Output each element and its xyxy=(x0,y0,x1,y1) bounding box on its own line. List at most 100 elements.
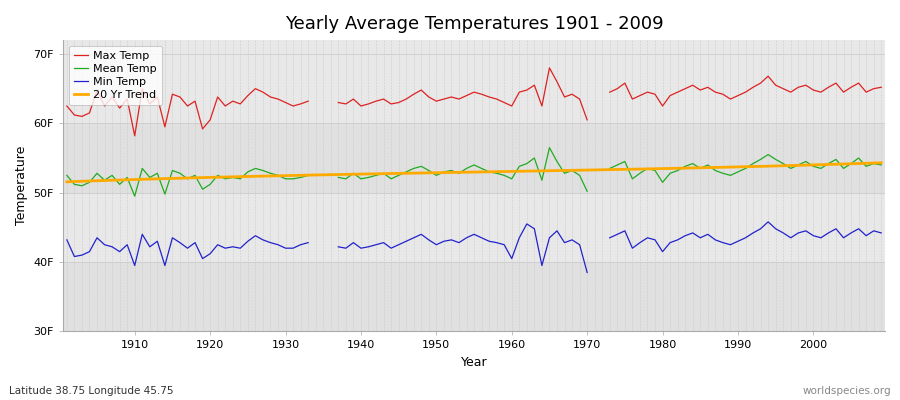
Max Temp xyxy=(280,100,291,105)
Max Temp xyxy=(61,104,72,108)
Mean Temp xyxy=(137,166,148,171)
Min Temp xyxy=(137,232,148,237)
Max Temp xyxy=(220,104,230,108)
Mean Temp xyxy=(76,183,87,188)
Min Temp xyxy=(61,238,72,242)
Min Temp xyxy=(107,244,118,249)
Min Temp xyxy=(220,246,230,250)
Min Temp xyxy=(273,242,284,247)
Min Temp xyxy=(204,251,215,256)
20 Yr Trend xyxy=(876,160,886,165)
Mean Temp xyxy=(235,176,246,181)
Mean Temp xyxy=(61,173,72,178)
Min Temp xyxy=(288,246,299,250)
Max Temp xyxy=(295,102,306,106)
Max Temp xyxy=(99,104,110,108)
Mean Temp xyxy=(152,171,163,176)
Max Temp xyxy=(76,114,87,119)
20 Yr Trend xyxy=(499,169,509,174)
Min Temp xyxy=(265,240,275,245)
Line: Min Temp: Min Temp xyxy=(67,234,308,266)
Mean Temp xyxy=(130,194,140,198)
Mean Temp xyxy=(92,171,103,176)
Mean Temp xyxy=(242,170,253,174)
Mean Temp xyxy=(302,173,313,178)
Bar xyxy=(63,123,885,193)
Max Temp xyxy=(92,88,103,92)
Max Temp xyxy=(122,97,132,102)
Mean Temp xyxy=(99,178,110,183)
20 Yr Trend xyxy=(61,180,72,184)
Max Temp xyxy=(235,102,246,106)
Max Temp xyxy=(204,118,215,122)
Mean Temp xyxy=(228,175,238,180)
Mean Temp xyxy=(257,168,268,173)
20 Yr Trend xyxy=(597,167,608,172)
Max Temp xyxy=(137,86,148,91)
Min Temp xyxy=(295,242,306,247)
Min Temp xyxy=(114,249,125,254)
Mean Temp xyxy=(265,171,275,176)
20 Yr Trend xyxy=(288,173,299,178)
20 Yr Trend xyxy=(122,177,132,182)
Min Temp xyxy=(122,242,132,247)
Min Temp xyxy=(76,253,87,258)
Max Temp xyxy=(152,94,163,99)
Max Temp xyxy=(69,113,80,118)
Max Temp xyxy=(114,106,125,110)
Max Temp xyxy=(167,92,178,97)
Title: Yearly Average Temperatures 1901 - 2009: Yearly Average Temperatures 1901 - 2009 xyxy=(284,15,663,33)
Min Temp xyxy=(144,244,155,249)
Max Temp xyxy=(175,94,185,99)
Min Temp xyxy=(242,239,253,244)
Min Temp xyxy=(69,254,80,259)
Line: 20 Yr Trend: 20 Yr Trend xyxy=(67,163,881,182)
Mean Temp xyxy=(212,173,223,178)
Min Temp xyxy=(84,249,94,254)
Max Temp xyxy=(273,97,284,102)
Mean Temp xyxy=(175,171,185,176)
Mean Temp xyxy=(84,180,94,185)
Min Temp xyxy=(159,263,170,268)
Mean Temp xyxy=(280,176,291,181)
Mean Temp xyxy=(159,192,170,196)
Min Temp xyxy=(190,240,201,245)
Min Temp xyxy=(197,256,208,261)
Text: Latitude 38.75 Longitude 45.75: Latitude 38.75 Longitude 45.75 xyxy=(9,386,174,396)
Mean Temp xyxy=(167,168,178,173)
Max Temp xyxy=(228,99,238,104)
Max Temp xyxy=(144,102,155,106)
Mean Temp xyxy=(69,182,80,187)
Y-axis label: Temperature: Temperature xyxy=(15,146,28,226)
Min Temp xyxy=(130,263,140,268)
Min Temp xyxy=(99,242,110,247)
Line: Mean Temp: Mean Temp xyxy=(67,168,308,196)
Mean Temp xyxy=(190,173,201,178)
Mean Temp xyxy=(197,187,208,192)
Mean Temp xyxy=(107,173,118,178)
Max Temp xyxy=(130,134,140,138)
Min Temp xyxy=(152,239,163,244)
Bar xyxy=(63,54,885,123)
Mean Temp xyxy=(122,175,132,180)
Mean Temp xyxy=(295,175,306,180)
Max Temp xyxy=(302,99,313,104)
Max Temp xyxy=(265,94,275,99)
Max Temp xyxy=(107,94,118,99)
Min Temp xyxy=(250,233,261,238)
Mean Temp xyxy=(114,182,125,187)
Text: worldspecies.org: worldspecies.org xyxy=(803,386,891,396)
Min Temp xyxy=(302,240,313,245)
Max Temp xyxy=(212,94,223,99)
Bar xyxy=(63,262,885,332)
Max Temp xyxy=(159,124,170,129)
Max Temp xyxy=(288,104,299,108)
Max Temp xyxy=(197,126,208,131)
Max Temp xyxy=(84,110,94,115)
Min Temp xyxy=(257,238,268,242)
Min Temp xyxy=(228,244,238,249)
Mean Temp xyxy=(273,173,284,178)
Mean Temp xyxy=(220,176,230,181)
Mean Temp xyxy=(204,182,215,187)
Max Temp xyxy=(190,99,201,104)
